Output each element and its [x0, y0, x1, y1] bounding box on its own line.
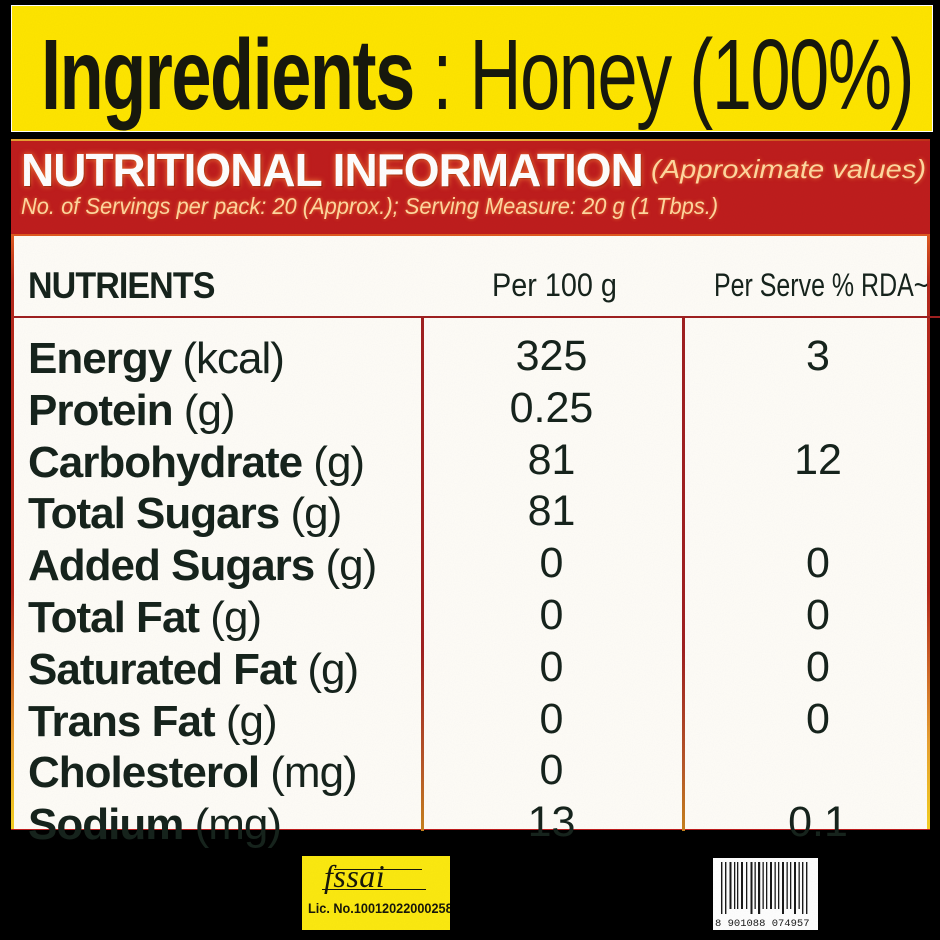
svg-text:8 901088 074957: 8 901088 074957	[715, 918, 810, 930]
